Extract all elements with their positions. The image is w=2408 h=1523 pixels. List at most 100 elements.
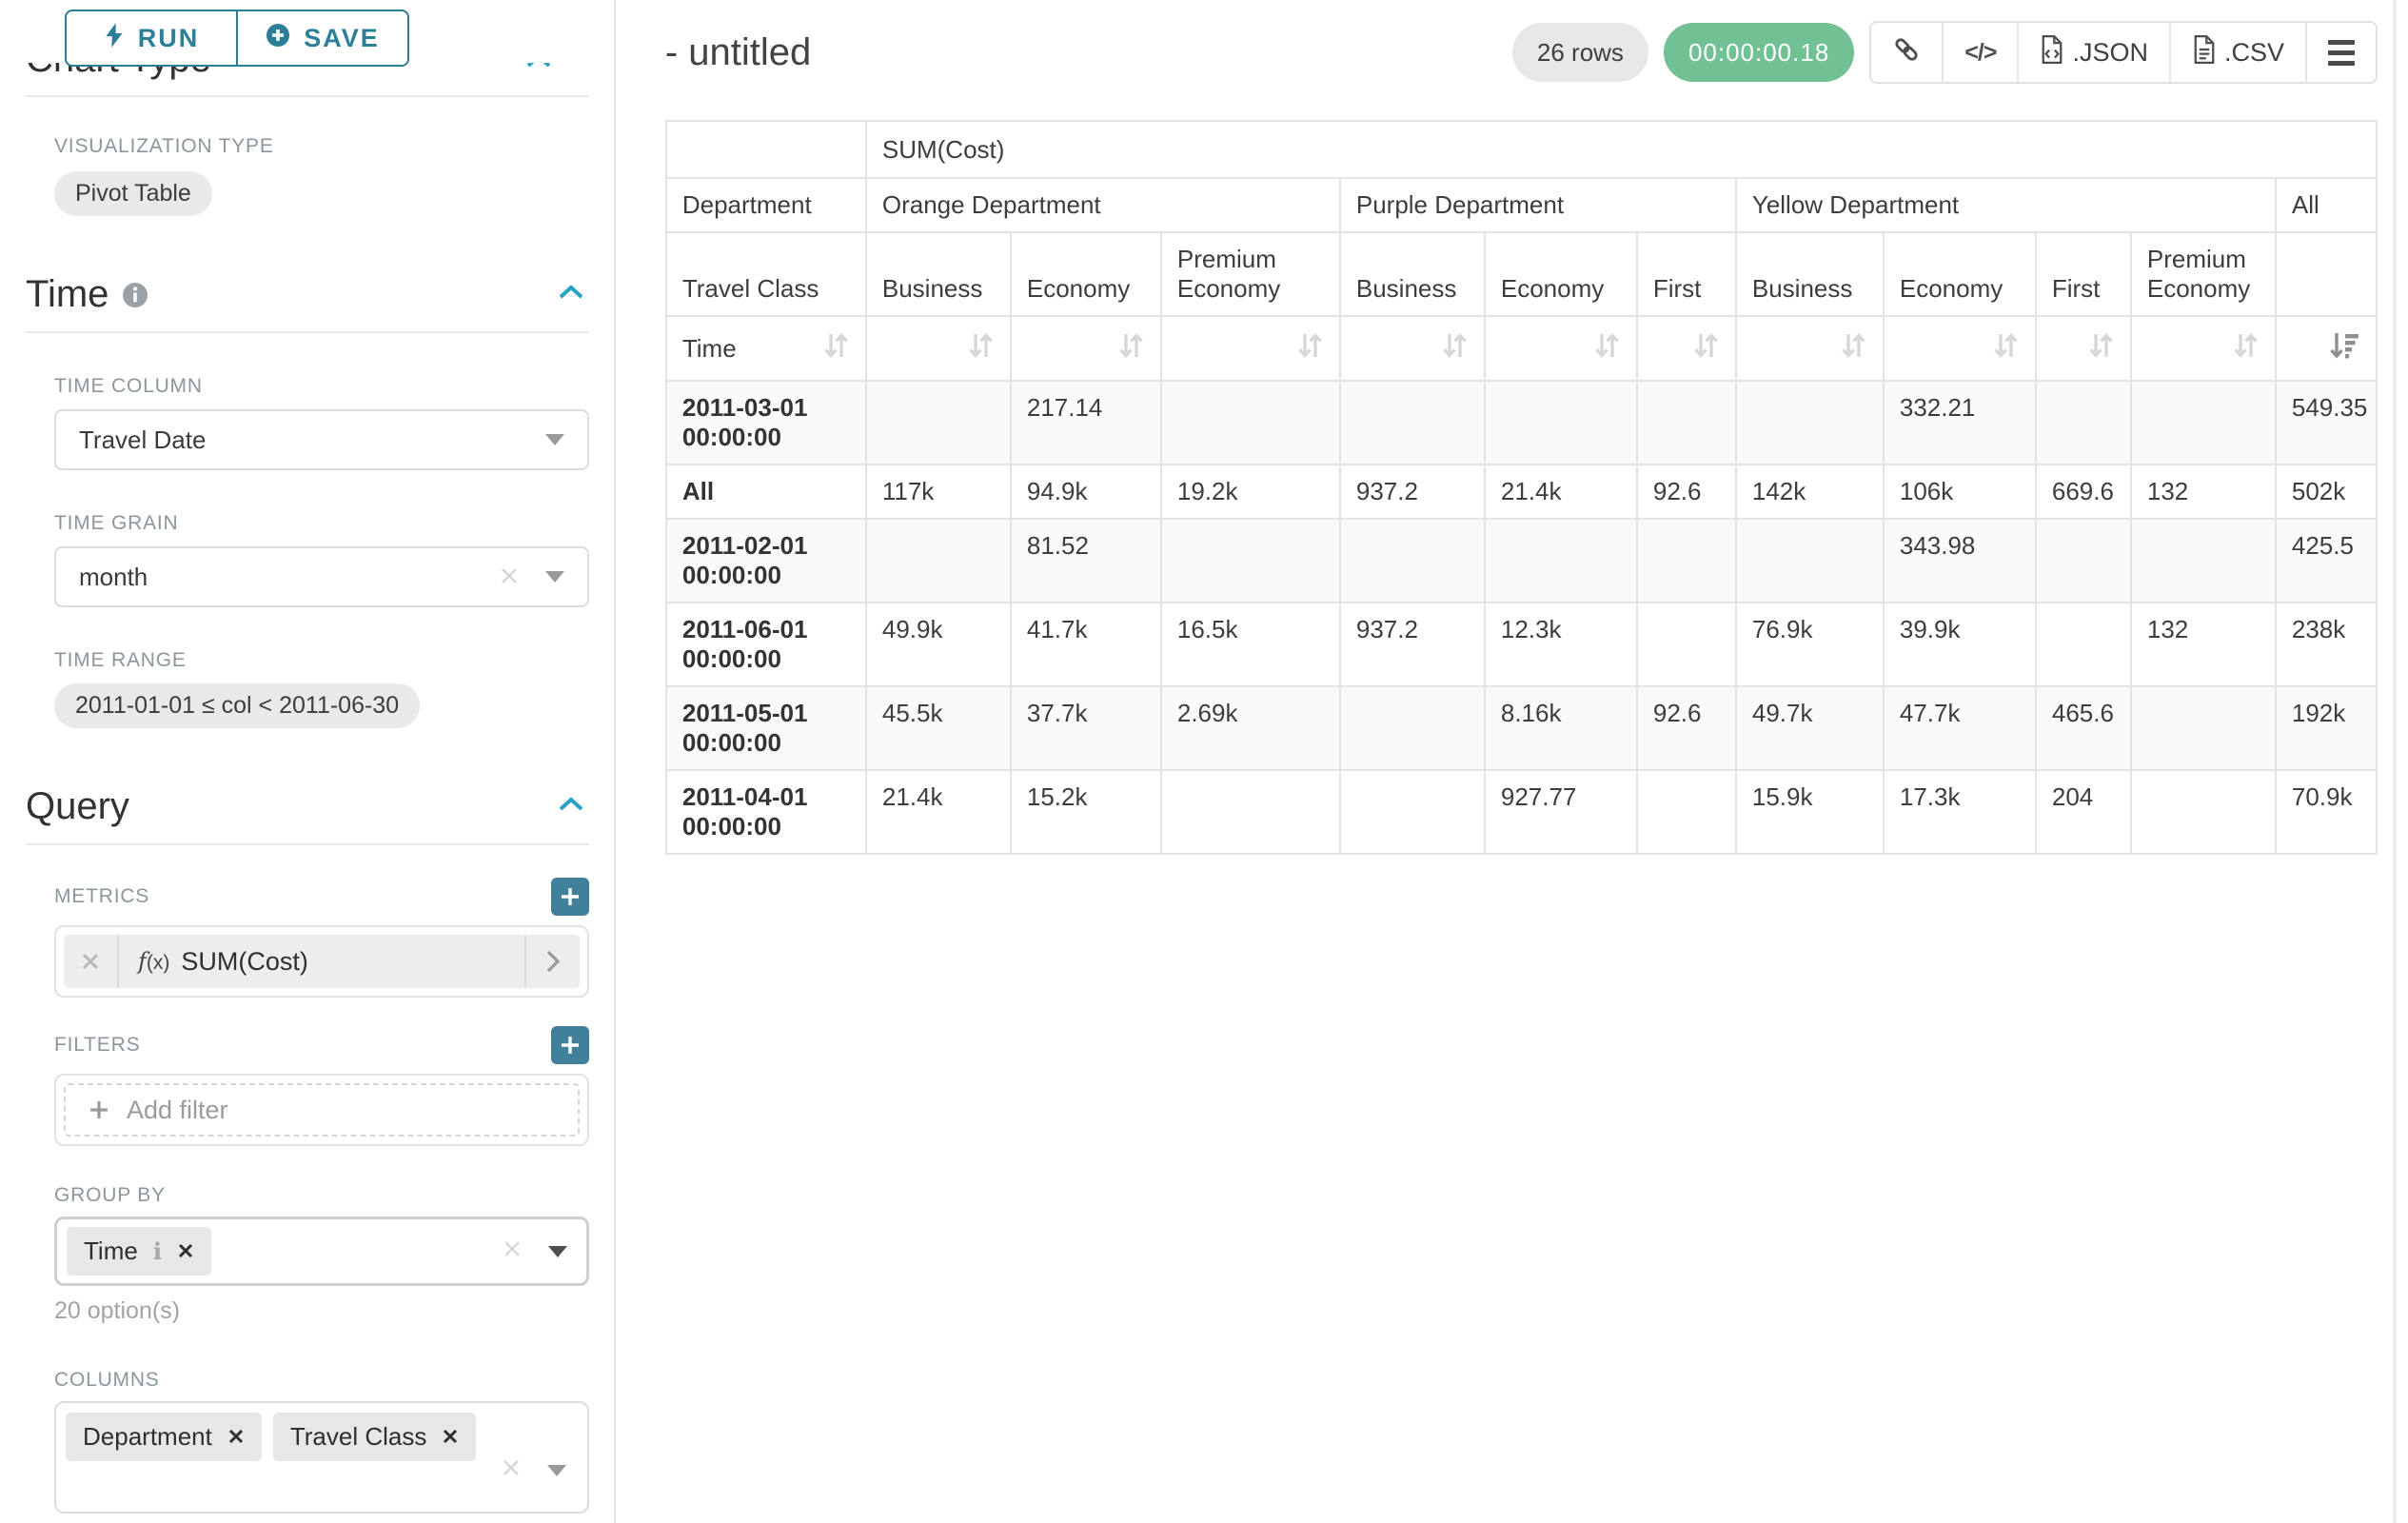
time-grain-select[interactable]: month — [54, 546, 589, 607]
filters-label: FILTERS — [54, 1034, 141, 1056]
dimension-chip[interactable]: Department — [66, 1413, 262, 1461]
divider — [26, 843, 589, 845]
value-cell — [1635, 602, 1737, 687]
save-button[interactable]: SAVE — [236, 10, 409, 67]
close-icon[interactable] — [227, 1422, 245, 1452]
query-timer-badge: 00:00:00.18 — [1663, 23, 1855, 82]
value-cell: 343.98 — [1882, 518, 2037, 603]
sort-icon[interactable] — [1991, 330, 2020, 367]
table-row: 2011-02-01 00:00:00 81.52 343.98 425.5 — [664, 518, 2378, 603]
time-sort-header[interactable]: Time — [664, 315, 867, 382]
time-range-value[interactable]: 2011-01-01 ≤ col < 2011-06-30 — [54, 683, 421, 728]
travel-class-cell — [2274, 231, 2378, 317]
clear-icon[interactable] — [500, 563, 519, 592]
add-metric-button[interactable] — [550, 878, 589, 916]
travel-class-cell: First — [2034, 231, 2132, 317]
file-csv-icon — [2192, 34, 2217, 70]
close-icon[interactable] — [442, 1422, 459, 1452]
visualization-type-value[interactable]: Pivot Table — [54, 171, 212, 216]
time-column-select[interactable]: Travel Date — [54, 409, 589, 470]
add-filter-button[interactable]: Add filter — [64, 1083, 580, 1137]
value-cell: 92.6 — [1635, 464, 1737, 520]
sort-header[interactable] — [1159, 315, 1341, 382]
close-icon[interactable] — [177, 1236, 194, 1266]
sort-icon[interactable] — [2231, 330, 2260, 367]
pivot-table-container: SUM(Cost) Department Orange Department Purp… — [664, 120, 2378, 855]
value-cell: 502k — [2274, 464, 2378, 520]
department-group-cell: Purple Department — [1338, 177, 1737, 233]
export-json-button[interactable]: .JSON — [2017, 23, 2169, 82]
value-cell — [1483, 518, 1638, 603]
scrollbar[interactable] — [2393, 0, 2397, 1523]
travel-class-cell: Economy — [1483, 231, 1638, 317]
sort-header[interactable] — [2129, 315, 2277, 382]
sort-icon[interactable] — [1116, 330, 1145, 367]
sort-icon[interactable] — [1691, 330, 1720, 367]
share-link-button[interactable] — [1871, 23, 1943, 82]
value-cell: 47.7k — [1882, 685, 2037, 771]
caret-down-icon — [546, 1464, 566, 1476]
travel-class-cell: First — [1635, 231, 1737, 317]
info-icon — [122, 282, 148, 313]
export-csv-label: .CSV — [2223, 37, 2284, 67]
run-button[interactable]: RUN — [65, 10, 238, 67]
department-group-cell: All — [2274, 177, 2378, 233]
sort-icon[interactable] — [1295, 330, 1324, 367]
sort-icon[interactable] — [966, 330, 995, 367]
sort-header[interactable] — [1009, 315, 1162, 382]
value-cell: 15.2k — [1009, 769, 1162, 855]
sort-header[interactable] — [1483, 315, 1638, 382]
sort-header[interactable] — [2034, 315, 2132, 382]
sort-header[interactable] — [1338, 315, 1486, 382]
sort-icon[interactable] — [1839, 330, 1867, 367]
sort-header[interactable] — [864, 315, 1012, 382]
value-cell — [1338, 769, 1486, 855]
query-section-header: Query — [26, 785, 589, 828]
export-csv-button[interactable]: .CSV — [2168, 23, 2305, 82]
run-label: RUN — [137, 23, 200, 52]
value-cell: 927.77 — [1483, 769, 1638, 855]
chevron-right-icon[interactable] — [523, 935, 580, 988]
sort-header[interactable] — [1734, 315, 1885, 382]
group-by-select[interactable]: Time i — [54, 1216, 589, 1286]
chevron-up-icon[interactable] — [557, 795, 585, 819]
travel-class-cell: Economy — [1009, 231, 1162, 317]
sort-header[interactable] — [1882, 315, 2037, 382]
chart-title: - untitled — [664, 30, 812, 73]
chevron-up-icon[interactable] — [557, 283, 585, 307]
row-label-cell: 2011-06-01 00:00:00 — [664, 602, 867, 687]
value-cell — [1338, 685, 1486, 771]
value-cell: 117k — [864, 464, 1012, 520]
menu-button[interactable] — [2305, 23, 2376, 82]
value-cell: 81.52 — [1009, 518, 1162, 603]
value-cell: 217.14 — [1009, 380, 1162, 465]
time-section-header: Time — [26, 273, 589, 316]
sort-header-all[interactable] — [2274, 315, 2378, 382]
sort-icon[interactable] — [2086, 330, 2115, 367]
value-cell — [864, 380, 1012, 465]
remove-metric-icon[interactable] — [64, 935, 119, 988]
add-filter-plus-button[interactable] — [550, 1026, 589, 1064]
time-column-label: TIME COLUMN — [54, 375, 203, 397]
sort-icon[interactable] — [1592, 330, 1621, 367]
sort-desc-icon[interactable] — [2328, 330, 2360, 367]
view-query-button[interactable]: </> — [1942, 23, 2018, 82]
sort-icon[interactable] — [821, 330, 850, 367]
travel-class-cell: Premium Economy — [2129, 231, 2277, 317]
metric-pill[interactable]: f(x) SUM(Cost) — [64, 935, 580, 988]
sort-header[interactable] — [1635, 315, 1737, 382]
value-cell: 49.7k — [1734, 685, 1885, 771]
value-cell: 2.69k — [1159, 685, 1341, 771]
clear-icon[interactable] — [502, 1458, 521, 1482]
clear-icon[interactable] — [503, 1239, 522, 1263]
value-cell: 142k — [1734, 464, 1885, 520]
corner-cell — [664, 120, 867, 179]
dimension-chip[interactable]: Travel Class — [272, 1413, 477, 1461]
columns-select[interactable]: Department Travel Class — [54, 1401, 589, 1513]
sort-icon[interactable] — [1440, 330, 1469, 367]
function-icon: f(x) — [138, 948, 170, 975]
dimension-chip[interactable]: Time i — [67, 1227, 211, 1276]
time-label: Time — [681, 333, 737, 363]
value-cell — [1483, 380, 1638, 465]
